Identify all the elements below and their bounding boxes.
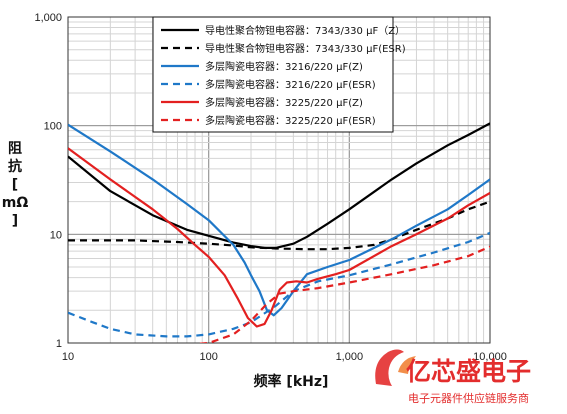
x-tick-label: 10,000 (473, 351, 507, 363)
legend-label: 多层陶瓷电容器：3216/220 µF(ESR) (205, 78, 376, 91)
x-tick-label: 1,000 (336, 351, 364, 363)
y-axis-label-char: [ (12, 177, 18, 193)
legend-box (152, 16, 394, 133)
legend: 导电性聚合物钽电容器：7343/330 µF（Z） 导电性聚合物钽电容器：7343… (152, 16, 406, 133)
watermark-subtitle: 电子元器件供应链服务商 (408, 391, 529, 405)
y-tick-label: 100 (44, 121, 62, 133)
y-tick-label: 1,000 (34, 12, 62, 24)
x-axis-label: 频率 [kHz] (254, 373, 329, 390)
legend-label: 导电性聚合物钽电容器：7343/330 µF（Z） (205, 24, 405, 37)
logo-mark-icon (375, 349, 416, 386)
y-tick-label: 1 (56, 338, 62, 350)
y-axis-label-char: 抗 (8, 158, 22, 175)
series-layer (68, 122, 490, 343)
series-line-5 (68, 147, 490, 328)
y-tick-label: 10 (50, 229, 62, 241)
watermark-logo: 亿芯盛电子 电子元器件供应链服务商 (375, 349, 531, 405)
series-line-1 (68, 122, 490, 249)
legend-label: 多层陶瓷电容器：3225/220 µF(Z) (205, 96, 363, 109)
y-axis-label-char: ] (12, 213, 18, 229)
series-line-3 (68, 123, 490, 317)
x-tick-label: 100 (199, 351, 217, 363)
series-line-4 (68, 231, 490, 338)
y-axis-label: 阻抗 [ mΩ] (2, 141, 29, 229)
y-axis-label-char: 阻 (8, 141, 22, 157)
y-axis-label-char: mΩ (2, 195, 29, 211)
legend-label: 多层陶瓷电容器：3225/220 µF(ESR) (205, 114, 376, 127)
legend-label: 导电性聚合物钽电容器：7343/330 µF(ESR) (205, 42, 406, 55)
series-line-6 (194, 245, 490, 343)
series-line-2 (68, 200, 490, 251)
x-tick-label: 10 (62, 351, 74, 363)
legend-label: 多层陶瓷电容器：3216/220 µF(Z) (205, 60, 363, 73)
watermark-title: 亿芯盛电子 (406, 357, 531, 386)
